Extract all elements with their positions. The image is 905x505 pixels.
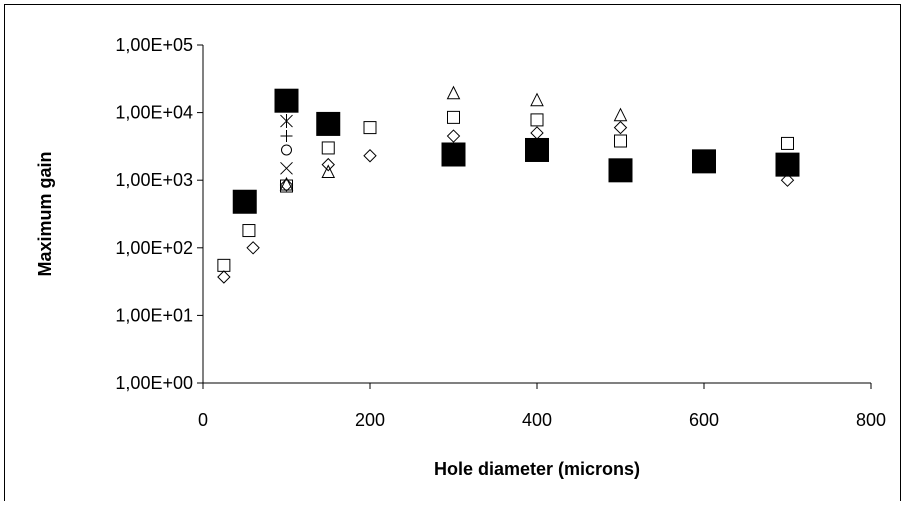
y-tick-label: 1,00E+00 — [115, 373, 193, 393]
data-point-plus — [280, 130, 293, 143]
data-point-filled-square — [608, 158, 633, 183]
data-point-diamond — [217, 270, 231, 284]
x-tick-label: 800 — [856, 410, 886, 430]
data-point-triangle — [279, 176, 294, 191]
y-tick-label: 1,00E+01 — [115, 305, 193, 325]
x-tick-label: 400 — [522, 410, 552, 430]
data-point-open-square — [530, 113, 544, 127]
data-point-open-square — [781, 136, 794, 150]
data-point-open-square — [321, 141, 335, 155]
data-point-open-square — [363, 121, 377, 135]
data-point-open-square — [280, 179, 293, 193]
data-point-diamond — [446, 129, 461, 143]
data-point-open-square — [242, 224, 256, 238]
y-axis-title: Maximum gain — [35, 151, 55, 276]
y-tick-labels: 1,00E+00 1,00E+01 1,00E+02 1,00E+03 1,00E+04… — [115, 35, 193, 393]
x-tick-label: 200 — [355, 410, 385, 430]
y-tick-label: 1,00E+03 — [115, 170, 193, 190]
data-points — [217, 85, 800, 284]
x-axis-title: Hole diameter (microns) — [434, 459, 640, 479]
data-point-triangle — [530, 92, 544, 107]
data-point-triangle — [613, 107, 628, 122]
data-point-diamond — [246, 241, 260, 255]
data-point-diamond — [613, 120, 628, 135]
data-point-triangle — [321, 164, 336, 178]
data-point-filled-square — [232, 189, 257, 214]
data-point-diamond — [530, 126, 544, 140]
data-point-filled-square — [692, 149, 716, 174]
data-point-triangle — [446, 85, 461, 100]
x-tick-label: 0 — [198, 410, 208, 430]
data-point-filled-square — [525, 137, 549, 162]
data-point-filled-square — [316, 111, 341, 136]
axes — [197, 44, 872, 389]
x-tick-labels: 0 200 400 600 800 — [198, 410, 886, 430]
data-point-circle — [281, 144, 292, 156]
data-point-diamond — [279, 178, 294, 192]
y-tick-label: 1,00E+05 — [115, 35, 193, 55]
y-tick-label: 1,00E+02 — [115, 238, 193, 258]
data-point-x — [280, 161, 293, 175]
data-point-open-square — [447, 110, 460, 124]
data-point-filled-square — [441, 142, 466, 167]
y-tick-label: 1,00E+04 — [115, 103, 193, 123]
data-point-diamond — [363, 149, 377, 163]
data-point-open-square — [614, 134, 627, 148]
data-point-open-square — [217, 258, 231, 272]
chart-frame — [4, 4, 901, 501]
data-point-filled-square — [274, 88, 299, 113]
data-point-diamond — [321, 157, 335, 172]
data-point-diamond — [780, 173, 795, 187]
data-point-star — [280, 114, 293, 129]
x-tick-label: 600 — [689, 410, 719, 430]
data-point-filled-square — [775, 152, 800, 177]
